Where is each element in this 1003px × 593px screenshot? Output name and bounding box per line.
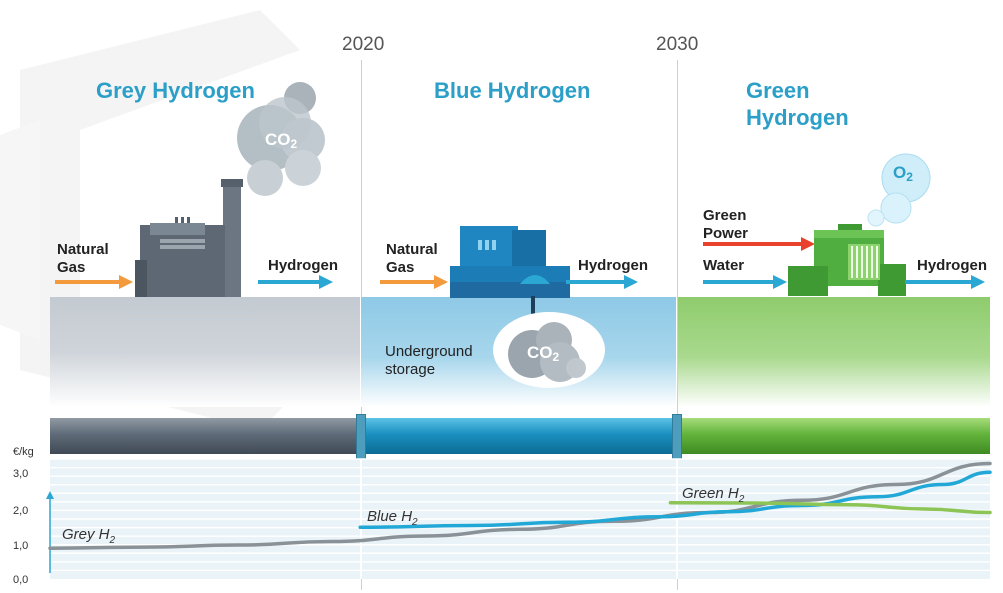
blue-plant-icon: [450, 226, 570, 298]
chart-grid: [46, 458, 990, 579]
grey-factory-icon: [135, 179, 243, 297]
blue-output-label: Hydrogen: [578, 257, 649, 274]
underground-storage-label: Underground storage: [385, 343, 473, 378]
grey-hydrogen-arrow-icon: [258, 275, 333, 289]
grey-ground-band: [50, 297, 360, 407]
grey-input-label: Natural Gas: [57, 241, 109, 276]
green-power-label: Green Power: [703, 207, 749, 242]
electrolyser-icon: [788, 224, 906, 296]
co2-cloud-icon: [237, 82, 325, 196]
co2-cloud-label: CO2: [265, 130, 298, 151]
green-pipeline: [674, 418, 990, 454]
green-hydrogen-title: Green Hydrogen: [746, 78, 849, 130]
green-output-label: Hydrogen: [917, 257, 988, 274]
cost-chart: Grey H2 Blue H2 Green H2: [46, 458, 992, 579]
y-tick-3: 3,0: [13, 468, 29, 480]
year-2030-label: 2030: [656, 34, 699, 55]
y-axis-unit: €/kg: [13, 446, 34, 458]
series-line-green-h2: [668, 500, 992, 515]
grey-output-label: Hydrogen: [268, 257, 339, 274]
series-line-blue-h2: [358, 470, 992, 529]
chart-labels: Grey H2 Blue H2 Green H2: [62, 485, 745, 546]
water-label: Water: [703, 257, 745, 274]
blue-pipeline: [358, 418, 676, 454]
grey-pipeline: [50, 418, 360, 454]
co2-storage-label: CO2: [527, 343, 560, 364]
grey-gas-arrow-icon: [55, 275, 133, 289]
o2-bubbles-icon: [867, 153, 931, 227]
series-label-blue-h2: Blue H2: [367, 508, 418, 528]
series-line-grey-h2: [48, 461, 992, 550]
blue-input-label: Natural Gas: [386, 241, 438, 276]
co2-storage-icon: [493, 312, 605, 388]
blue-hydrogen-arrow-icon: [566, 275, 638, 289]
green-hydrogen-arrow-icon: [905, 275, 985, 289]
water-arrow-icon: [703, 275, 787, 289]
grey-hydrogen-title: Grey Hydrogen: [96, 78, 255, 103]
series-label-green-h2: Green H2: [682, 485, 745, 505]
blue-hydrogen-title: Blue Hydrogen: [434, 78, 591, 103]
year-2020-label: 2020: [342, 34, 385, 55]
green-power-arrow-icon: [703, 237, 815, 251]
pipe-joint-2030: [672, 414, 682, 460]
y-tick-2: 2,0: [13, 505, 29, 517]
o2-label: O2: [893, 163, 913, 184]
y-tick-1: 1,0: [13, 540, 29, 552]
y-axis-arrowhead: [46, 491, 54, 499]
pipe-joint-2020: [356, 414, 366, 460]
divider-2030: [677, 60, 678, 590]
blue-gas-arrow-icon: [380, 275, 448, 289]
chart-lines: [48, 461, 992, 550]
y-tick-0: 0,0: [13, 574, 29, 586]
green-ground-band: [678, 297, 990, 407]
series-label-grey-h2: Grey H2: [62, 526, 116, 546]
